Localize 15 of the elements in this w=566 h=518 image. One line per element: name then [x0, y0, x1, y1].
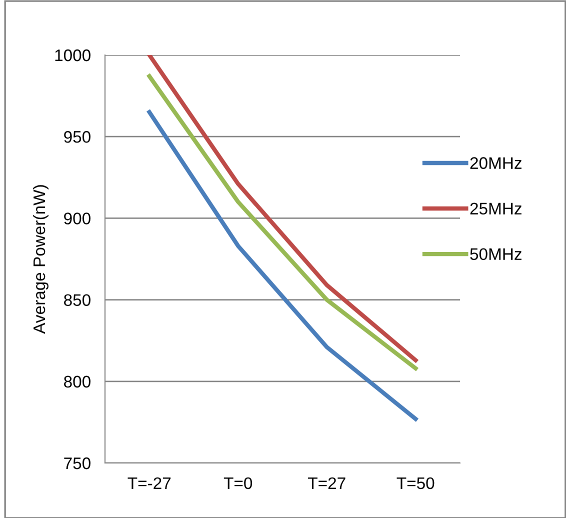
y-tick-label: 750: [64, 457, 90, 470]
y-tick-label: 850: [64, 294, 90, 306]
x-tick-label: T=27: [308, 477, 346, 489]
x-tick-label: T=50: [396, 477, 434, 490]
x-tick-label: T=0: [224, 477, 252, 490]
legend-label: 20MHz: [470, 157, 522, 169]
y-axis-title: Average Power(nW): [32, 185, 48, 334]
y-tick-label: 800: [64, 376, 90, 388]
y-tick-label: 950: [64, 131, 90, 143]
y-tick-label: 900: [64, 212, 90, 224]
y-tick-label: 1000: [55, 49, 90, 62]
legend-label: 25MHz: [470, 202, 522, 215]
line-series: [147, 110, 418, 422]
legend-label: 50MHz: [470, 248, 522, 260]
x-tick-label: T=-27: [128, 477, 171, 489]
